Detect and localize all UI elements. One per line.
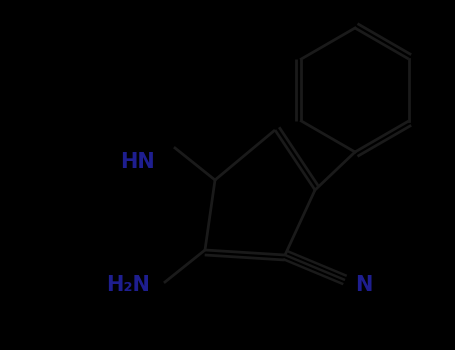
Text: N: N xyxy=(355,275,372,295)
Text: H₂N: H₂N xyxy=(106,275,150,295)
Text: HN: HN xyxy=(120,152,155,172)
